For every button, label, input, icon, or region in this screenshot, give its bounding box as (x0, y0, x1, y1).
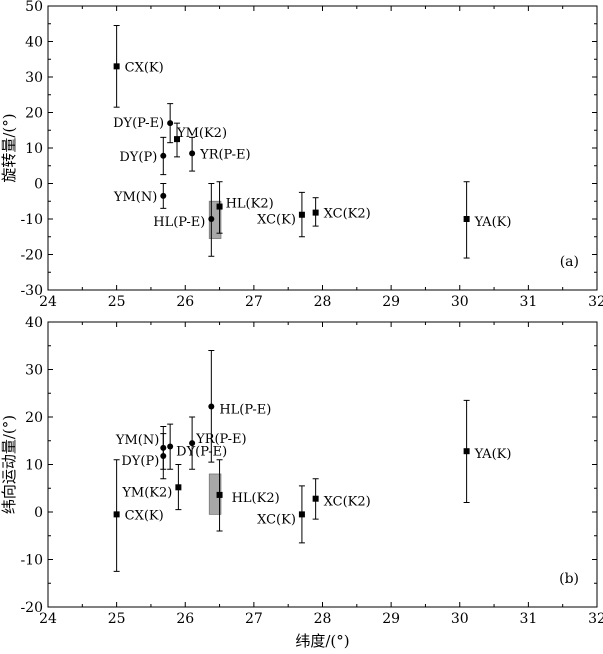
x-tick-label: 27 (245, 294, 263, 310)
data-label: YM(K2) (121, 485, 172, 500)
data-label: CX(K) (125, 60, 164, 75)
data-label: DY(P) (121, 454, 159, 469)
y-tick-label: 40 (25, 315, 43, 331)
data-label: HL(P-E) (153, 215, 205, 230)
data-label: CX(K) (125, 508, 164, 523)
data-point-circle (208, 216, 215, 222)
x-tick-label: 28 (314, 294, 332, 310)
data-point-circle (167, 443, 174, 450)
data-point-square (175, 484, 182, 491)
data-point-circle (160, 452, 167, 459)
data-point-square (312, 209, 319, 216)
y-tick-label: 10 (25, 458, 43, 474)
x-tick-label: 29 (382, 611, 400, 627)
data-label: YR(P-E) (199, 147, 250, 162)
y-tick-label: 10 (25, 141, 43, 157)
data-point-circle (189, 150, 196, 157)
x-tick-label: 27 (245, 611, 263, 627)
panel-label: (a) (560, 254, 579, 270)
panel-1: 24 25 26 27 28 29 30 31 32 -20 -10 0 10 20 30 40 纬向运动量/(… (0, 315, 603, 650)
x-tick-label: 25 (108, 294, 126, 310)
data-point-circle (208, 403, 215, 410)
data-label: HL(K2) (226, 197, 274, 212)
data-label: YA(K) (474, 215, 512, 230)
data-point-circle (167, 120, 174, 127)
data-label: YM(N) (113, 190, 157, 205)
data-point-square (312, 495, 319, 502)
data-label: XC(K2) (324, 207, 371, 222)
y-tick-label: 20 (25, 410, 43, 426)
x-tick-label: 31 (519, 294, 537, 310)
y-tick-label: -20 (20, 248, 43, 264)
x-tick-label: 31 (519, 611, 537, 627)
x-tick-label: 30 (451, 611, 469, 627)
data-label: XC(K) (257, 512, 296, 527)
x-tick-label: 24 (39, 611, 57, 627)
data-point-circle (189, 440, 196, 447)
y-axis-label: 纬向运动量/(°) (0, 415, 18, 514)
x-tick-label: 26 (176, 611, 194, 627)
data-point-square (113, 63, 120, 70)
x-tick-label: 24 (39, 294, 57, 310)
data-point-square (298, 211, 305, 218)
y-tick-label: -10 (20, 212, 43, 228)
y-tick-label: 0 (34, 177, 43, 193)
y-tick-label: -30 (20, 283, 43, 299)
data-label: HL(P-E) (219, 403, 271, 418)
y-tick-label: 30 (25, 363, 43, 379)
data-label: YM(N) (115, 433, 159, 448)
data-point-square (174, 136, 181, 143)
y-tick-label: 50 (25, 0, 43, 15)
data-point-square (216, 203, 223, 210)
x-tick-label: 30 (451, 294, 469, 310)
data-point-square (463, 216, 470, 222)
data-point-circle (160, 192, 167, 199)
data-point-square (216, 491, 223, 498)
data-label: DY(P) (119, 150, 157, 165)
data-point-circle (160, 152, 167, 159)
x-tick-label: 28 (314, 611, 332, 627)
x-tick-label: 25 (108, 611, 126, 627)
panel-0: 24 25 26 27 28 29 30 31 32 -30 -20 -10 0 10 20 30 40 50 旋转… (0, 0, 603, 310)
data-label: YA(K) (474, 447, 512, 462)
data-label: YM(K2) (176, 126, 227, 141)
x-tick-label: 32 (588, 294, 603, 310)
y-tick-label: 20 (25, 106, 43, 122)
data-label: XC(K2) (324, 495, 371, 510)
y-tick-label: -20 (20, 600, 43, 616)
data-label: DY(P-E) (113, 116, 164, 131)
y-tick-label: 30 (25, 70, 43, 86)
data-label: YR(P-E) (195, 432, 246, 447)
data-label: XC(K) (257, 213, 296, 228)
data-label: DY(P-E) (176, 444, 227, 459)
x-tick-label: 26 (176, 294, 194, 310)
data-point-square (298, 511, 305, 518)
y-tick-label: -10 (20, 553, 43, 569)
y-axis-label: 旋转量/(°) (0, 113, 18, 182)
data-label: HL(K2) (232, 491, 280, 506)
data-point-square (113, 511, 120, 518)
x-axis-label: 纬度/(°) (295, 632, 349, 650)
y-tick-label: 0 (34, 505, 43, 521)
y-tick-label: 40 (25, 35, 43, 51)
x-tick-label: 32 (588, 611, 603, 627)
data-point-square (463, 448, 470, 455)
plot-frame (47, 5, 598, 291)
x-tick-label: 29 (382, 294, 400, 310)
panel-label: (b) (559, 571, 579, 587)
